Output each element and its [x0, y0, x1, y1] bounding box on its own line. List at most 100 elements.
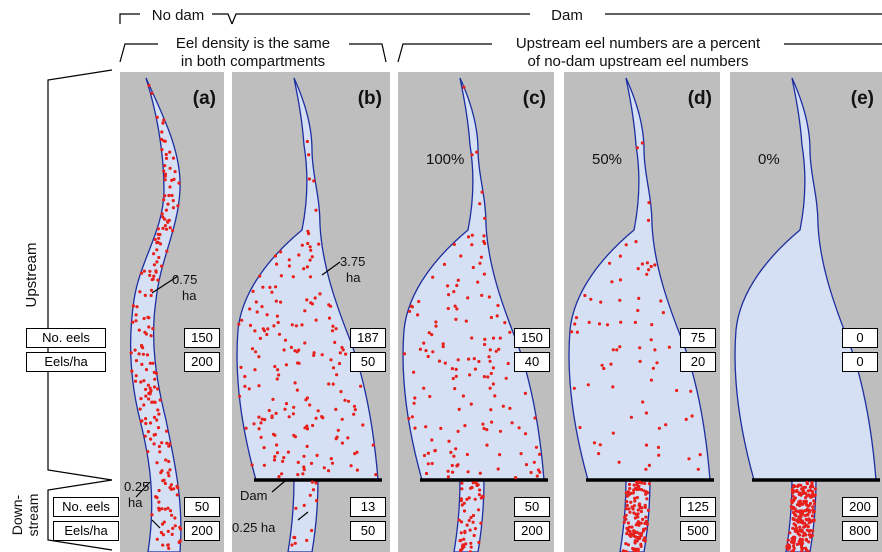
eel-dot	[479, 496, 483, 500]
eel-dot	[302, 465, 306, 469]
eel-dot	[813, 487, 817, 491]
eel-dot	[667, 345, 672, 349]
eel-dot	[259, 421, 263, 425]
eel-dot	[248, 323, 253, 327]
eel-dot	[305, 427, 310, 431]
eel-dot	[570, 330, 574, 334]
eel-dot	[627, 507, 631, 511]
eel-dot	[805, 494, 809, 498]
eel-dot	[331, 324, 335, 328]
eel-dot	[273, 254, 278, 258]
eel-dot	[794, 523, 798, 527]
eel-dot	[156, 408, 160, 412]
eel-dot	[631, 491, 636, 495]
eel-dot	[284, 402, 289, 406]
eel-dot	[308, 245, 312, 249]
eel-dot	[171, 206, 176, 210]
eel-dot	[310, 302, 314, 306]
eel-dot	[302, 267, 306, 271]
eel-dot	[142, 403, 146, 407]
eel-dot	[805, 528, 810, 532]
eel-dot	[809, 533, 813, 537]
eel-dot	[797, 500, 801, 504]
eel-dot	[466, 235, 471, 239]
eel-dot	[353, 452, 357, 456]
eel-dot	[808, 488, 813, 493]
eel-dot	[628, 491, 632, 496]
eel-dot	[459, 254, 463, 258]
eel-dot	[133, 379, 138, 383]
eel-dot	[146, 450, 150, 454]
eel-dot	[254, 350, 258, 354]
eel-dot	[280, 472, 284, 476]
eel-dot	[800, 528, 804, 532]
eel-dot	[657, 426, 662, 430]
eel-dot	[287, 264, 291, 268]
eel-dot	[158, 450, 162, 454]
eel-dot	[329, 304, 333, 308]
eel-dot	[456, 358, 460, 362]
eel-dot	[148, 273, 152, 277]
eel-dot	[599, 300, 603, 304]
eel-dot	[261, 327, 265, 331]
eel-dot	[260, 417, 264, 421]
eel-dot	[237, 322, 241, 326]
eel-dot	[798, 542, 802, 546]
eel-dot	[312, 179, 316, 183]
eel-dot	[640, 262, 645, 266]
eel-dot	[426, 462, 430, 466]
eel-dot	[793, 529, 798, 534]
eel-dot	[446, 306, 450, 311]
eel-dot	[149, 288, 154, 292]
eel-dot	[359, 384, 363, 388]
eel-dot	[458, 548, 463, 552]
eel-dot	[157, 488, 161, 493]
eel-dot	[479, 255, 483, 259]
eel-dot	[798, 533, 802, 537]
eel-dot	[600, 363, 604, 367]
eel-dot	[789, 504, 793, 509]
eel-dot	[276, 368, 280, 372]
eel-dot	[467, 357, 471, 361]
eel-dot	[307, 177, 311, 181]
eel-dot	[637, 523, 641, 527]
eel-dot	[633, 496, 637, 500]
eel-dot	[452, 454, 456, 458]
eel-dot	[649, 338, 653, 342]
eel-dot	[629, 500, 633, 504]
eel-dot	[810, 514, 815, 518]
panel-2-down-eels-box: 50	[514, 497, 550, 517]
eel-dot	[272, 458, 277, 462]
eel-dot	[454, 317, 458, 321]
leader-a-up	[151, 275, 179, 294]
eel-dot	[166, 506, 170, 510]
eel-dot	[804, 500, 809, 504]
eel-dot	[800, 541, 805, 546]
eel-dot	[277, 332, 282, 336]
eel-dot	[139, 380, 143, 384]
eel-dot	[168, 226, 172, 230]
eel-dot	[165, 441, 169, 445]
eel-dot	[485, 428, 489, 432]
eel-dot	[291, 412, 295, 416]
eel-dot	[135, 305, 139, 309]
panel-4-down-eels-box: 200	[842, 497, 878, 517]
eel-dot	[353, 408, 357, 412]
eel-dot	[142, 269, 146, 273]
eel-dot	[489, 371, 493, 376]
eel-dot	[279, 250, 283, 254]
eel-dot	[636, 520, 641, 524]
panel-3-down-eels-box: 125	[680, 497, 716, 517]
eel-dot	[430, 438, 434, 442]
eel-dot	[630, 505, 634, 509]
eel-dot	[275, 443, 279, 447]
eel-dot	[798, 525, 802, 529]
eel-dot	[795, 488, 799, 493]
eel-dot	[334, 327, 338, 331]
eel-dot	[640, 141, 645, 145]
eel-dot	[496, 467, 500, 471]
eel-dot	[162, 198, 166, 202]
eel-dot	[478, 261, 482, 265]
eel-dot	[146, 430, 150, 434]
eel-dot	[161, 121, 165, 125]
